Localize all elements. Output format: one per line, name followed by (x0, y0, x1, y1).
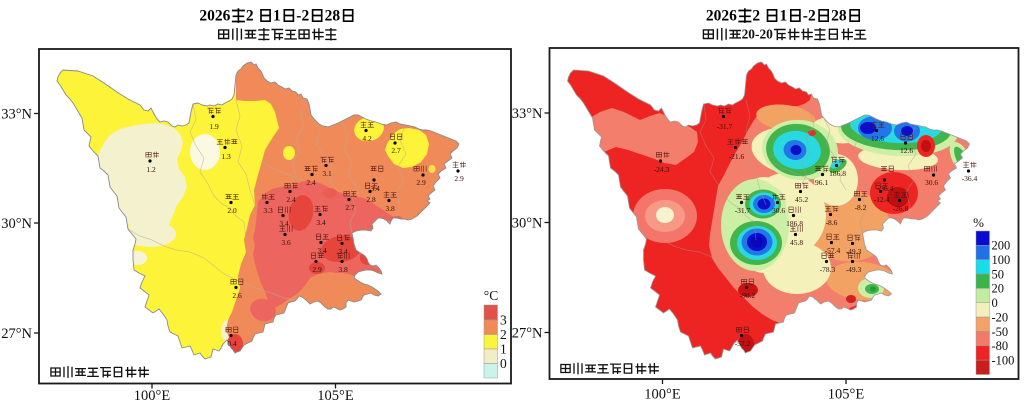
svg-text:-12.4: -12.4 (874, 195, 890, 204)
svg-text:28: 28 (831, 8, 847, 25)
svg-text:100: 100 (992, 253, 1011, 267)
svg-text:3.4: 3.4 (317, 246, 327, 255)
svg-text:2.9: 2.9 (312, 265, 322, 274)
svg-text:-21.6: -21.6 (729, 152, 745, 161)
svg-text:1: 1 (500, 342, 507, 357)
svg-text:3.4: 3.4 (370, 184, 380, 193)
svg-text:1: 1 (780, 8, 788, 25)
svg-text:27°N: 27°N (1, 326, 32, 342)
svg-text:3.3: 3.3 (263, 206, 273, 215)
svg-text:-36.4: -36.4 (962, 174, 978, 183)
svg-text:3.1: 3.1 (322, 169, 332, 178)
svg-text:3: 3 (500, 313, 507, 328)
svg-text:0: 0 (500, 356, 507, 371)
svg-text:-78.3: -78.3 (820, 265, 836, 274)
svg-text:-26.8: -26.8 (893, 204, 909, 213)
svg-text:45.8: 45.8 (790, 238, 803, 247)
svg-text:45.2: 45.2 (795, 195, 808, 204)
svg-text:3.4: 3.4 (316, 218, 326, 227)
svg-text:1.3: 1.3 (221, 152, 231, 161)
svg-text:0.4: 0.4 (227, 339, 237, 348)
svg-text:20: 20 (992, 282, 1005, 296)
svg-text:-8.6: -8.6 (826, 218, 838, 227)
svg-text:-100: -100 (992, 353, 1015, 367)
svg-text:-24.3: -24.3 (654, 165, 670, 174)
svg-text:2026: 2026 (706, 8, 737, 25)
svg-text:12.6: 12.6 (871, 134, 884, 143)
svg-text:-20: -20 (992, 310, 1009, 324)
svg-text:186.8: 186.8 (829, 169, 846, 178)
svg-text:-2: -2 (296, 8, 309, 25)
svg-text:2.6: 2.6 (232, 291, 242, 300)
svg-text:2.4: 2.4 (306, 178, 316, 187)
svg-text:20-20: 20-20 (742, 27, 774, 42)
svg-text:2026: 2026 (199, 8, 230, 25)
svg-text:-90.2: -90.2 (740, 291, 756, 300)
svg-text:-49.3: -49.3 (846, 265, 862, 274)
svg-text:3.4: 3.4 (338, 247, 348, 256)
svg-text:1: 1 (273, 8, 281, 25)
svg-text:3.6: 3.6 (281, 238, 291, 247)
svg-text:1.9: 1.9 (209, 122, 219, 131)
svg-text:33°N: 33°N (512, 106, 543, 122)
svg-text:30°N: 30°N (1, 216, 32, 232)
svg-text:2: 2 (246, 8, 254, 25)
svg-text:3.4: 3.4 (279, 219, 289, 228)
svg-text:2.9: 2.9 (416, 178, 426, 187)
svg-text:12.6: 12.6 (900, 146, 913, 155)
svg-text:2.9: 2.9 (454, 174, 464, 183)
svg-text:33°N: 33°N (1, 107, 32, 123)
svg-text:-8.2: -8.2 (855, 203, 867, 212)
svg-text:100°E: 100°E (644, 387, 681, 403)
svg-text:28: 28 (325, 8, 341, 25)
svg-text:0: 0 (992, 296, 998, 310)
svg-text:2.7: 2.7 (391, 146, 401, 155)
svg-text:2: 2 (500, 327, 507, 342)
svg-text:30.6: 30.6 (925, 178, 938, 187)
svg-text:27°N: 27°N (512, 326, 543, 342)
svg-text:3.8: 3.8 (338, 265, 348, 274)
svg-text:-36.4: -36.4 (878, 184, 894, 193)
svg-text:30.6: 30.6 (772, 206, 785, 215)
svg-text:2: 2 (752, 8, 760, 25)
svg-text:96.1: 96.1 (815, 178, 828, 187)
svg-text:50: 50 (992, 267, 1005, 281)
svg-text:100°E: 100°E (134, 388, 171, 403)
svg-text:30°N: 30°N (512, 216, 543, 232)
svg-text:-31.7: -31.7 (735, 206, 751, 215)
svg-text:3.8: 3.8 (385, 204, 395, 213)
svg-text:105°E: 105°E (317, 388, 354, 403)
svg-text:200: 200 (992, 239, 1011, 253)
svg-text:-50: -50 (992, 325, 1009, 339)
svg-text:°C: °C (484, 288, 498, 303)
svg-text:%: % (973, 215, 984, 230)
svg-text:2.0: 2.0 (227, 206, 237, 215)
svg-text:-2: -2 (803, 8, 816, 25)
svg-text:4.2: 4.2 (362, 134, 372, 143)
svg-text:1.2: 1.2 (146, 165, 156, 174)
svg-text:-49.3: -49.3 (846, 247, 862, 256)
svg-text:2.4: 2.4 (286, 195, 296, 204)
svg-text:2.8: 2.8 (366, 195, 376, 204)
svg-text:-57.2: -57.2 (735, 339, 751, 348)
svg-text:105°E: 105°E (828, 387, 865, 403)
svg-text:-80: -80 (992, 339, 1009, 353)
svg-text:-57.4: -57.4 (825, 246, 841, 255)
svg-text:186.8: 186.8 (786, 219, 803, 228)
svg-text:2.7: 2.7 (345, 203, 355, 212)
svg-text:-31.7: -31.7 (717, 122, 733, 131)
